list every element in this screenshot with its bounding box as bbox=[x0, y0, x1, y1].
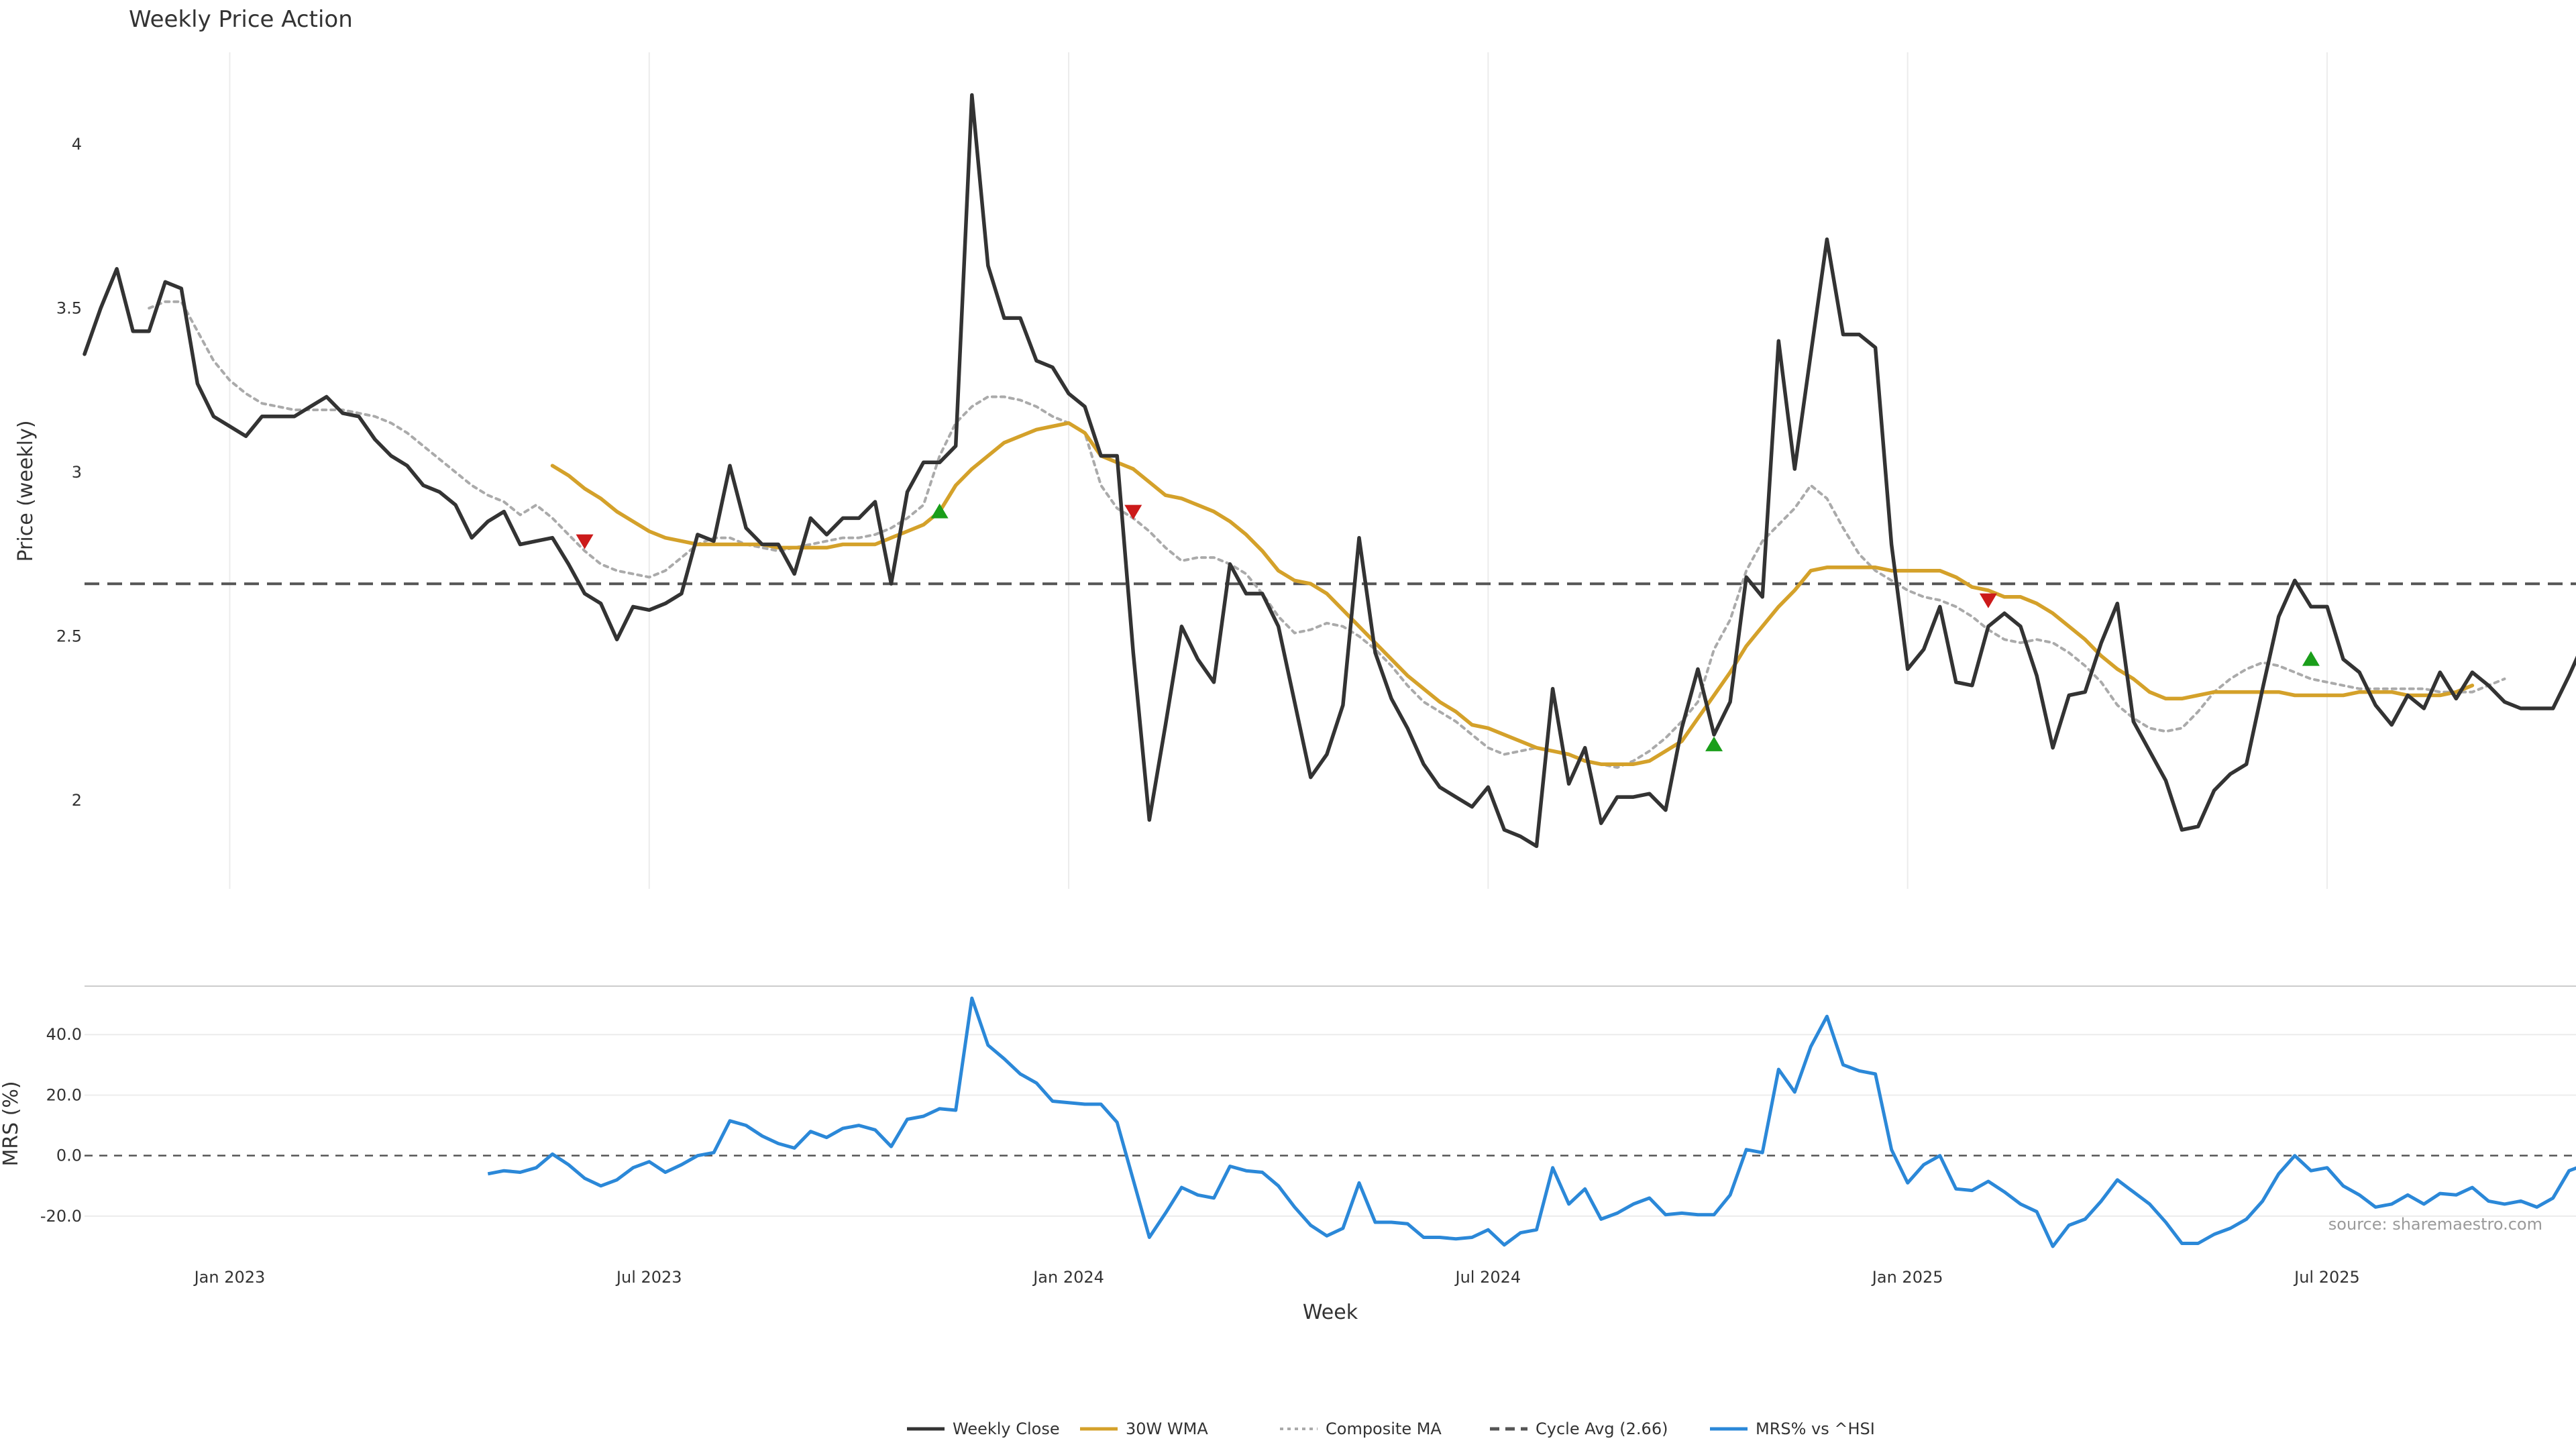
legend: Weekly Close 30W WMA Composite MA Cycle Avg… bbox=[907, 1419, 1875, 1438]
x-tick-label: Jul 2023 bbox=[615, 1268, 682, 1287]
sell-signal-marker bbox=[576, 534, 594, 549]
mrs-line bbox=[487, 996, 2576, 1248]
x-tick-label: Jul 2025 bbox=[2293, 1268, 2360, 1287]
legend-label: 30W WMA bbox=[1126, 1419, 1208, 1438]
price-panel: 2 2.5 3 3.5 4 bbox=[56, 93, 2576, 849]
mrs-y-tick-label: 20.0 bbox=[46, 1085, 82, 1104]
legend-label: Weekly Close bbox=[953, 1419, 1060, 1438]
x-axis-label: Week bbox=[1303, 1301, 1358, 1324]
x-tick-label: Jul 2024 bbox=[1454, 1268, 1521, 1287]
price-y-tick-label: 4 bbox=[72, 135, 82, 154]
x-axis-ticks: Jan 2023 Jul 2023 Jan 2024 Jul 2024 Jan 2025… bbox=[193, 1268, 2360, 1287]
price-y-tick-label: 2.5 bbox=[56, 627, 82, 645]
chart-title: Weekly Price Action bbox=[129, 6, 353, 33]
sell-signal-marker bbox=[1979, 593, 1997, 608]
weekly-close-line bbox=[83, 93, 2576, 849]
x-tick-label: Jan 2024 bbox=[1032, 1268, 1104, 1287]
buy-signal-marker bbox=[2302, 651, 2320, 666]
mrs-y-axis-label: MRS (%) bbox=[0, 1081, 23, 1166]
mrs-y-tick-label: 40.0 bbox=[46, 1025, 82, 1044]
composite-ma-line bbox=[148, 300, 2506, 769]
price-y-tick-label: 3.5 bbox=[56, 299, 82, 317]
legend-label: MRS% vs ^HSI bbox=[1756, 1419, 1875, 1438]
legend-label: Composite MA bbox=[1326, 1419, 1442, 1438]
source-note: source: sharemaestro.com bbox=[2328, 1215, 2542, 1234]
mrs-y-tick-label: -20.0 bbox=[40, 1207, 82, 1226]
price-y-tick-label: 3 bbox=[72, 463, 82, 482]
price-y-tick-label: 2 bbox=[72, 791, 82, 810]
mrs-y-tick-label: 0.0 bbox=[56, 1146, 82, 1165]
x-tick-label: Jan 2023 bbox=[193, 1268, 266, 1287]
legend-label: Cycle Avg (2.66) bbox=[1536, 1419, 1668, 1438]
mrs-panel: 40.0 20.0 0.0 -20.0 bbox=[40, 996, 2576, 1248]
buy-signal-marker bbox=[930, 503, 949, 519]
sell-signal-marker bbox=[1124, 504, 1142, 520]
price-y-axis-label: Price (weekly) bbox=[14, 420, 38, 561]
wma-30w-line bbox=[550, 421, 2475, 766]
buy-signal-marker bbox=[1705, 736, 1723, 751]
x-tick-label: Jan 2025 bbox=[1871, 1268, 1943, 1287]
